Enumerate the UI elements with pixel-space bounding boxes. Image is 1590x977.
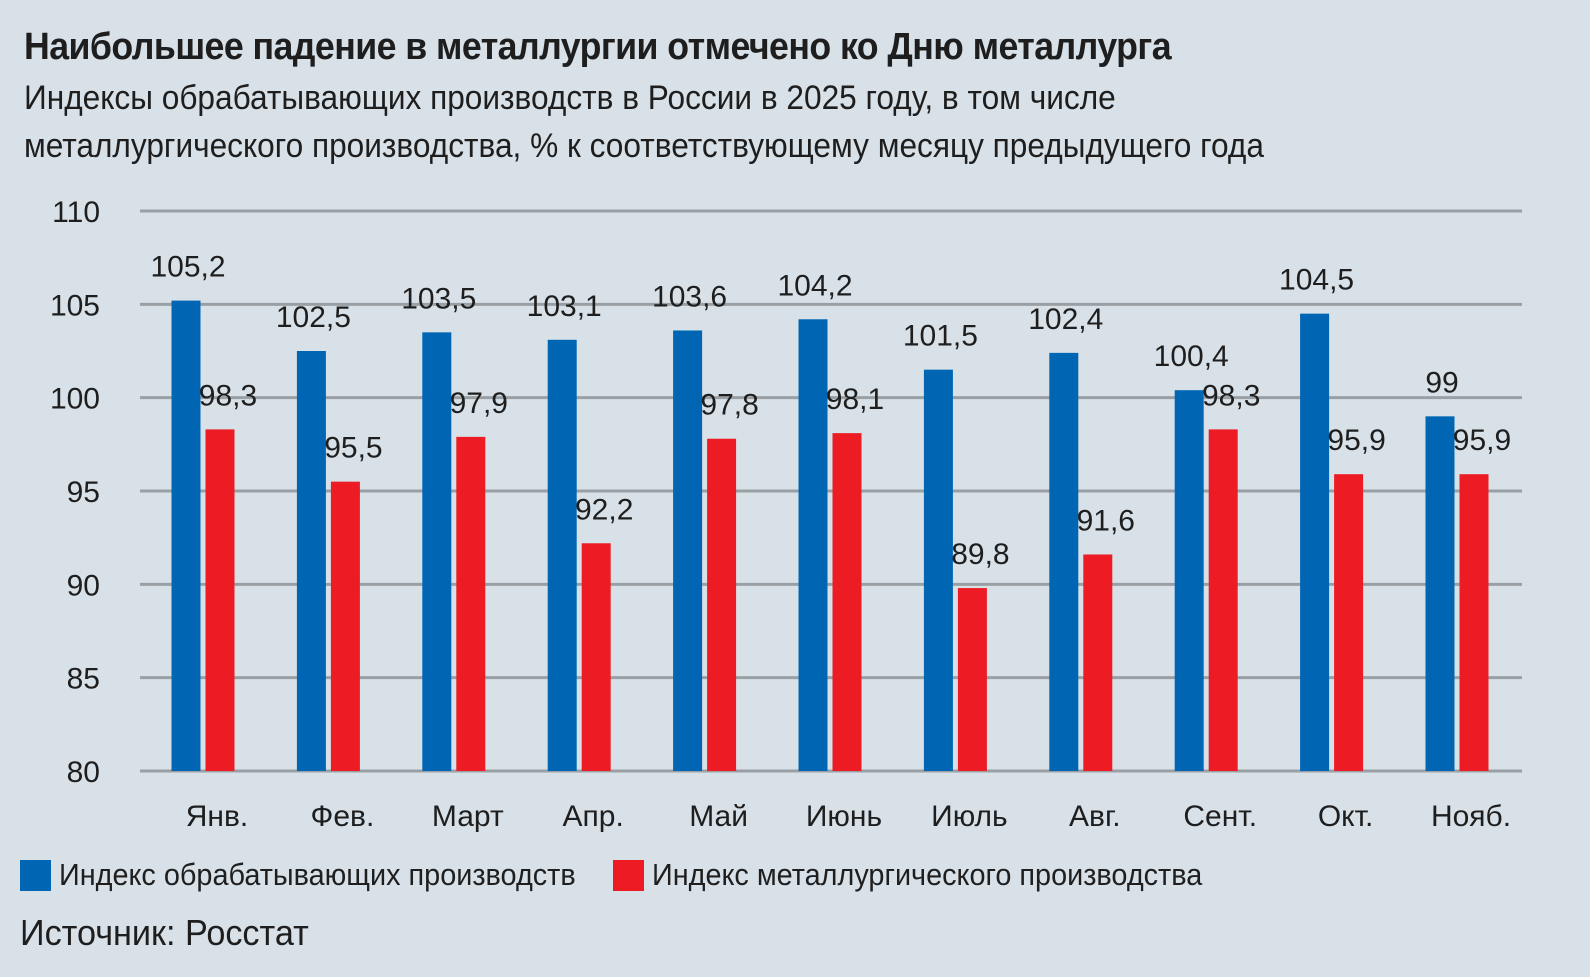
data-label-manufacturing: 99 [1425,366,1458,399]
bar-metallurgy [1083,554,1113,771]
subtitle-line-1: Индексы обрабатывающих производств в Рос… [24,79,1116,117]
legend-label-manufacturing: Индекс обрабатывающих производств [59,857,576,892]
bar-manufacturing [798,319,828,771]
data-label-metallurgy: 97,9 [450,387,508,420]
bar-manufacturing [923,369,953,771]
bar-metallurgy [581,543,611,771]
y-tick-label: 100 [50,383,100,416]
bar-manufacturing [1300,313,1330,771]
x-category-label: Июль [931,800,1008,833]
data-label-manufacturing: 105,2 [150,251,225,284]
bar-manufacturing [1174,390,1204,771]
gridlines [140,209,1522,773]
x-category-label: Июнь [806,800,882,833]
y-tick-label: 85 [67,663,100,696]
data-label-metallurgy: 98,1 [826,383,884,416]
x-category-label: Апр. [563,800,624,833]
chart-subtitle: Индексы обрабатывающих производств в Рос… [24,74,1264,170]
bar-manufacturing [547,339,577,771]
y-tick-label: 90 [67,569,100,602]
source-note: Источник: Росстат [20,912,309,953]
legend-swatch-manufacturing [20,859,51,891]
bar-manufacturing [296,351,326,771]
y-axis-ticks: 110 105 100 95 90 85 80 [50,196,100,789]
x-category-label: Янв. [186,800,249,833]
bar-metallurgy [1459,474,1489,771]
bar-metallurgy [205,429,235,771]
data-label-manufacturing: 103,6 [652,280,727,313]
data-label-metallurgy: 98,3 [199,379,257,412]
x-category-label: Фев. [311,800,375,833]
data-label-metallurgy: 95,5 [324,432,382,465]
bar-metallurgy [1334,474,1364,771]
legend-swatch-metallurgy [612,859,644,891]
data-label-manufacturing: 104,2 [777,269,852,302]
x-category-label: Окт. [1318,800,1374,833]
x-category-label: Авг. [1069,800,1121,833]
data-label-metallurgy: 91,6 [1077,504,1135,537]
x-axis-categories: Янв. Фев. Март Апр. Май Июнь Июль Авг. Сент. Окт.… [186,800,1511,833]
bar-metallurgy [330,481,360,771]
x-category-label: Май [689,800,748,833]
legend: Индекс обрабатывающих производств Индекс… [20,857,1243,893]
data-label-manufacturing: 102,4 [1028,303,1103,336]
x-category-label: Сент. [1183,800,1257,833]
bar-metallurgy [1208,429,1238,771]
bars [171,300,1489,771]
x-category-label: Нояб. [1431,800,1511,833]
bar-metallurgy [707,438,737,771]
bar-metallurgy [957,588,987,771]
bar-manufacturing [673,330,703,771]
bar-manufacturing [171,300,201,771]
data-label-metallurgy: 89,8 [951,538,1009,571]
y-tick-label: 110 [52,196,100,229]
y-tick-label: 80 [67,756,100,789]
data-label-manufacturing: 104,5 [1279,264,1354,297]
bar-manufacturing [1425,416,1455,771]
data-label-metallurgy: 97,8 [700,389,758,422]
data-labels: 105,2 98,3 102,5 95,5 103,5 97,9 103,1 92,2 103,… [150,251,1511,571]
data-label-manufacturing: 102,5 [276,301,351,334]
chart-title: Наибольшее падение в металлургии отмечен… [24,26,1172,68]
y-tick-label: 95 [67,476,100,509]
bar-metallurgy [832,433,862,771]
data-label-manufacturing: 100,4 [1154,340,1229,373]
data-label-metallurgy: 95,9 [1453,424,1511,457]
data-label-manufacturing: 103,5 [401,282,476,315]
bar-manufacturing [422,332,452,771]
bar-chart: 110 105 100 95 90 85 80 105,2 98,3 102,5 95,5 103,… [50,196,1522,833]
subtitle-line-2: металлургического производства, % к соот… [24,127,1264,165]
data-label-metallurgy: 95,9 [1327,424,1385,457]
y-tick-label: 105 [50,289,100,322]
data-label-metallurgy: 98,3 [1202,379,1260,412]
data-label-manufacturing: 101,5 [903,320,978,353]
data-label-metallurgy: 92,2 [575,493,633,526]
bar-metallurgy [456,436,486,771]
legend-label-metallurgy: Индекс металлургического производства [651,857,1202,892]
bar-manufacturing [1049,352,1079,771]
data-label-manufacturing: 103,1 [527,290,602,323]
x-category-label: Март [432,800,504,833]
